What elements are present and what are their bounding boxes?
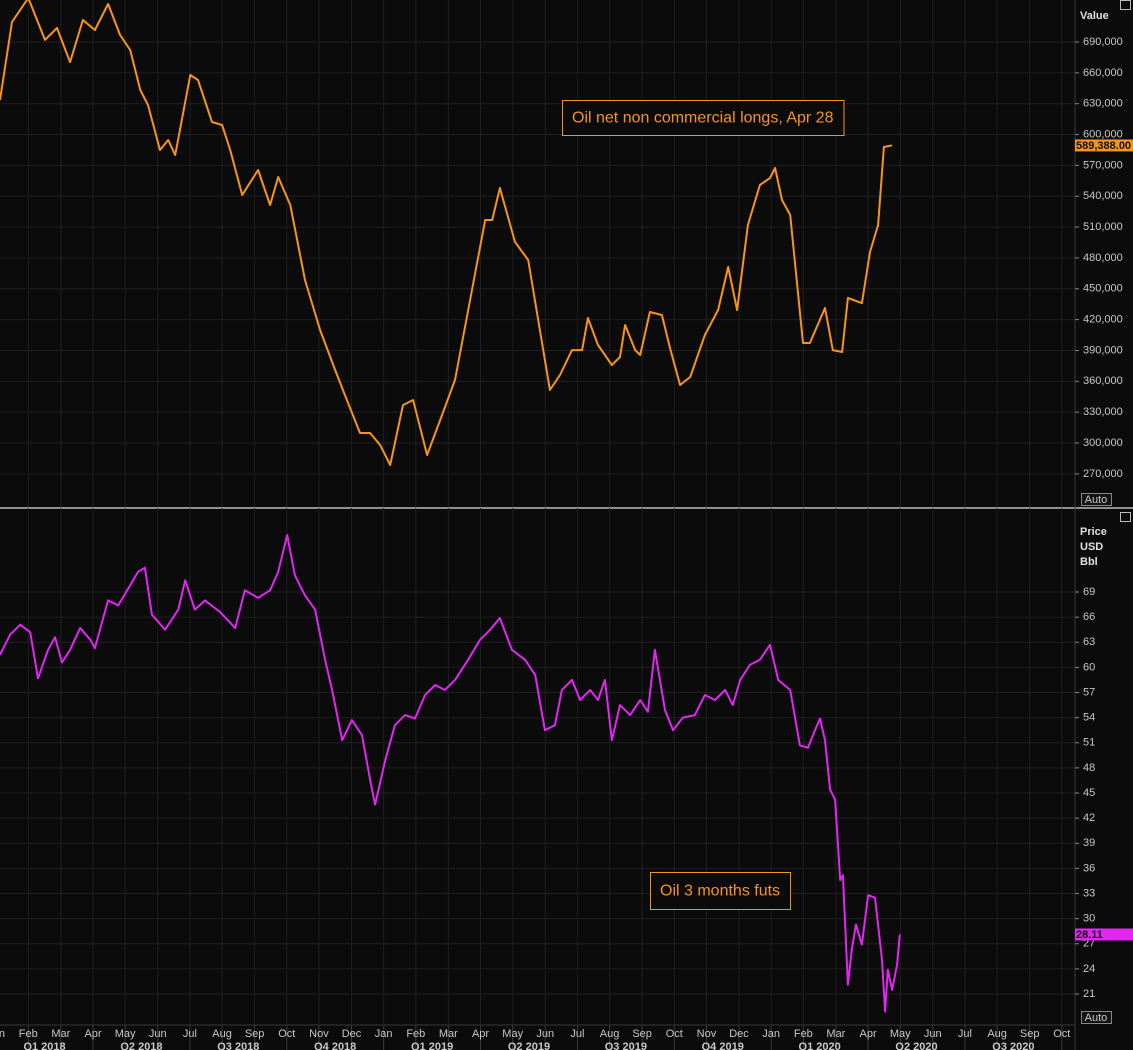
auto-button[interactable]: Auto xyxy=(1085,494,1108,506)
y-tick-label: 600,000 xyxy=(1083,128,1123,140)
x-tick-label: Dec xyxy=(342,1028,362,1040)
x-tick-label: Aug xyxy=(987,1028,1007,1040)
last-value-label: 589,388.00 xyxy=(1076,140,1131,152)
y-tick-label: 480,000 xyxy=(1083,252,1123,264)
x-tick-label: Sep xyxy=(632,1028,652,1040)
y-tick-label: 54 xyxy=(1083,712,1095,724)
y-tick-label: 36 xyxy=(1083,862,1095,874)
x-tick-label: Mar xyxy=(51,1028,70,1040)
x-tick-label: Aug xyxy=(212,1028,232,1040)
y-axis-label: Value xyxy=(1080,10,1109,22)
auto-button-frame xyxy=(1081,1011,1112,1024)
x-group-label: Q2 2018 xyxy=(120,1041,162,1050)
y-tick-label: 630,000 xyxy=(1083,98,1123,110)
data-line xyxy=(0,0,893,466)
last-value-label: 28.11 xyxy=(1076,929,1103,941)
y-tick-label: 690,000 xyxy=(1083,36,1123,48)
y-tick-label: 420,000 xyxy=(1083,314,1123,326)
y-tick-label: 660,000 xyxy=(1083,67,1123,79)
y-tick-label: 270,000 xyxy=(1083,468,1123,480)
x-tick-label: Dec xyxy=(729,1028,749,1040)
x-tick-label: May xyxy=(502,1028,523,1040)
annotation-box xyxy=(650,872,792,910)
x-group-label: Q3 2019 xyxy=(605,1041,647,1050)
x-tick-label: Aug xyxy=(600,1028,620,1040)
x-group-label: Q1 2019 xyxy=(411,1041,453,1050)
y-tick-label: 21 xyxy=(1083,988,1095,1000)
y-tick-label: 450,000 xyxy=(1083,283,1123,295)
x-tick-label: May xyxy=(115,1028,136,1040)
data-line xyxy=(0,534,901,1013)
x-tick-label: Jun xyxy=(536,1028,554,1040)
y-tick-label: 27 xyxy=(1083,938,1095,950)
x-tick-label: Jul xyxy=(183,1028,197,1040)
y-tick-label: 360,000 xyxy=(1083,375,1123,387)
y-tick-label: 69 xyxy=(1083,586,1095,598)
y-tick-label: 33 xyxy=(1083,887,1095,899)
x-tick-label: Mar xyxy=(826,1028,845,1040)
auto-button[interactable]: Auto xyxy=(1085,1012,1108,1024)
panel-icon[interactable] xyxy=(1120,512,1131,522)
y-tick-label: 60 xyxy=(1083,661,1095,673)
x-tick-label: Sep xyxy=(1020,1028,1040,1040)
x-tick-label: Jan xyxy=(762,1028,780,1040)
x-tick-label: Jul xyxy=(958,1028,972,1040)
y-tick-label: 300,000 xyxy=(1083,437,1123,449)
x-tick-label: Apr xyxy=(472,1028,489,1040)
x-group-label: Q2 2019 xyxy=(508,1041,550,1050)
x-tick-label: Jan xyxy=(0,1028,5,1040)
panel-icon[interactable] xyxy=(1120,0,1131,10)
annotation-box xyxy=(562,100,845,136)
x-tick-label: Sep xyxy=(245,1028,265,1040)
annotation: Oil net non commercial longs, Apr 28 xyxy=(572,110,834,127)
y-tick-label: 39 xyxy=(1083,837,1095,849)
x-tick-label: Nov xyxy=(697,1028,717,1040)
x-tick-label: Jul xyxy=(570,1028,584,1040)
x-group-label: Q3 2020 xyxy=(992,1041,1034,1050)
x-group-label: Q3 2018 xyxy=(217,1041,259,1050)
y-tick-label: 42 xyxy=(1083,812,1095,824)
x-tick-label: May xyxy=(890,1028,911,1040)
y-tick-label: 390,000 xyxy=(1083,344,1123,356)
y-tick-label: 63 xyxy=(1083,636,1095,648)
x-tick-label: Feb xyxy=(19,1028,38,1040)
x-group-label: Q1 2020 xyxy=(799,1041,841,1050)
y-tick-label: 51 xyxy=(1083,737,1095,749)
last-value-tag xyxy=(1075,139,1133,152)
y-tick-label: 48 xyxy=(1083,762,1095,774)
y-tick-label: 540,000 xyxy=(1083,190,1123,202)
x-tick-label: Oct xyxy=(666,1028,683,1040)
x-tick-label: Feb xyxy=(794,1028,813,1040)
x-tick-label: Apr xyxy=(84,1028,101,1040)
x-tick-label: Oct xyxy=(278,1028,295,1040)
y-tick-label: 24 xyxy=(1083,963,1095,975)
y-tick-label: 570,000 xyxy=(1083,159,1123,171)
x-tick-label: Jun xyxy=(924,1028,942,1040)
y-tick-label: 57 xyxy=(1083,686,1095,698)
y-tick-label: 45 xyxy=(1083,787,1095,799)
auto-button-frame xyxy=(1081,493,1112,506)
y-tick-label: 330,000 xyxy=(1083,406,1123,418)
y-tick-label: 30 xyxy=(1083,913,1095,925)
y-axis-label: Bbl xyxy=(1080,556,1098,568)
x-group-label: Q1 2018 xyxy=(23,1041,65,1050)
x-tick-label: Apr xyxy=(859,1028,876,1040)
x-group-label: Q2 2020 xyxy=(895,1041,937,1050)
x-tick-label: Oct xyxy=(1053,1028,1070,1040)
x-tick-label: Nov xyxy=(309,1028,329,1040)
last-value-tag xyxy=(1075,928,1133,941)
x-tick-label: Jan xyxy=(375,1028,393,1040)
y-tick-label: 510,000 xyxy=(1083,221,1123,233)
y-axis-label: USD xyxy=(1080,541,1103,553)
y-tick-label: 66 xyxy=(1083,611,1095,623)
x-tick-label: Feb xyxy=(406,1028,425,1040)
y-axis-label: Price xyxy=(1080,526,1107,538)
x-tick-label: Mar xyxy=(439,1028,458,1040)
x-group-label: Q4 2018 xyxy=(314,1041,356,1050)
annotation: Oil 3 months futs xyxy=(660,883,780,900)
x-group-label: Q4 2019 xyxy=(702,1041,744,1050)
x-tick-label: Jun xyxy=(149,1028,167,1040)
